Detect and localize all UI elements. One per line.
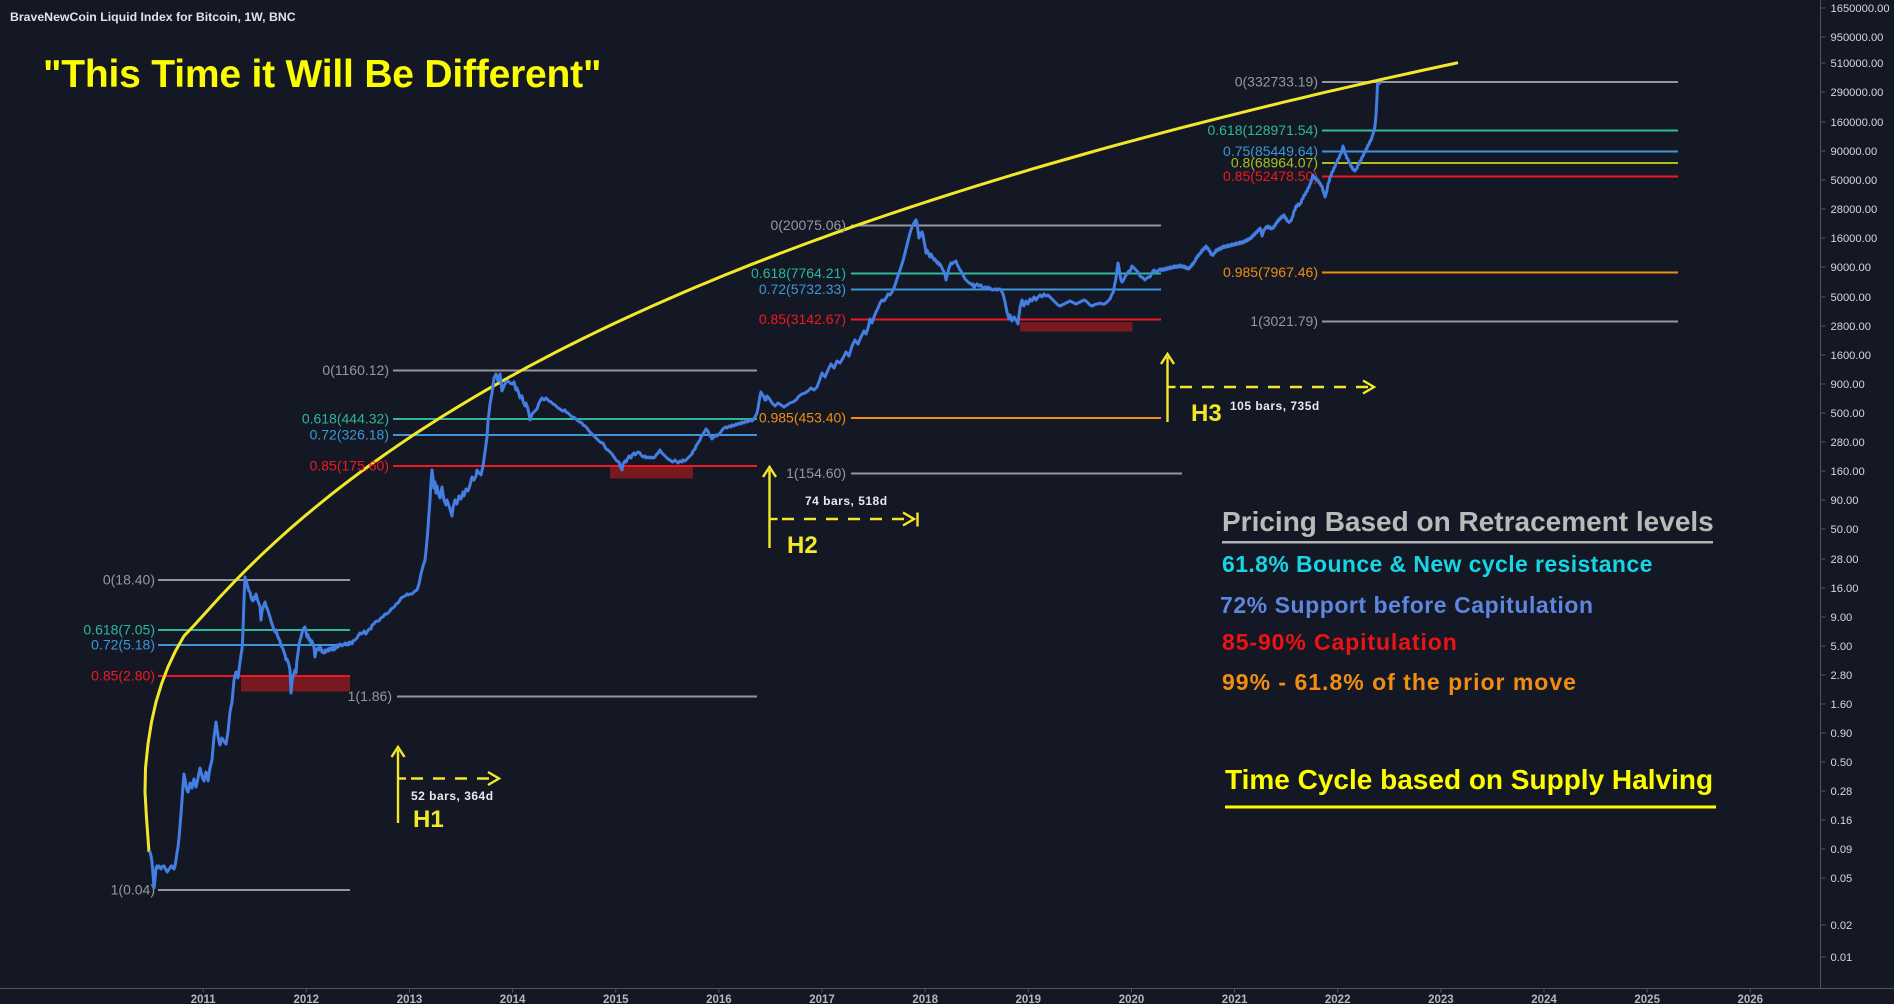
svg-text:105 bars, 735d: 105 bars, 735d xyxy=(1230,399,1320,413)
svg-text:Time Cycle based on Supply Hal: Time Cycle based on Supply Halving xyxy=(1225,764,1713,795)
svg-text:2018: 2018 xyxy=(912,994,938,1004)
svg-text:0(18.40): 0(18.40) xyxy=(103,572,155,588)
svg-text:280.00: 280.00 xyxy=(1831,437,1865,449)
svg-text:0.618(128971.54): 0.618(128971.54) xyxy=(1207,122,1318,138)
svg-text:0.8(68964.07): 0.8(68964.07) xyxy=(1231,155,1318,171)
svg-text:0(1160.12): 0(1160.12) xyxy=(322,362,389,378)
svg-text:0.618(7.05): 0.618(7.05) xyxy=(83,622,155,638)
svg-text:2024: 2024 xyxy=(1531,994,1557,1004)
svg-text:28.00: 28.00 xyxy=(1831,554,1859,566)
svg-text:1(1.86): 1(1.86) xyxy=(348,688,392,704)
svg-text:"This Time it Will Be Differen: "This Time it Will Be Different" xyxy=(43,53,601,96)
svg-text:0.01: 0.01 xyxy=(1831,952,1853,964)
svg-text:0.72(326.18): 0.72(326.18) xyxy=(310,427,389,443)
svg-text:2014: 2014 xyxy=(500,994,526,1004)
svg-text:2.80: 2.80 xyxy=(1831,670,1853,682)
svg-text:0.985(453.40): 0.985(453.40) xyxy=(759,410,846,426)
svg-text:9.00: 9.00 xyxy=(1831,612,1853,624)
svg-text:0.75(85449.64): 0.75(85449.64) xyxy=(1223,143,1318,159)
svg-text:2011: 2011 xyxy=(191,994,217,1004)
svg-text:2022: 2022 xyxy=(1325,994,1351,1004)
svg-text:2019: 2019 xyxy=(1016,994,1042,1004)
svg-text:BraveNewCoin Liquid Index for: BraveNewCoin Liquid Index for Bitcoin, 1… xyxy=(10,10,296,24)
svg-text:1650000.00: 1650000.00 xyxy=(1831,3,1890,15)
svg-text:1(0.04): 1(0.04) xyxy=(111,882,155,898)
svg-text:0.85(175.60): 0.85(175.60) xyxy=(310,458,389,474)
svg-text:2026: 2026 xyxy=(1738,994,1764,1004)
svg-text:510000.00: 510000.00 xyxy=(1831,58,1884,70)
svg-text:72% Support before Capitulatio: 72% Support before Capitulation xyxy=(1220,592,1594,618)
svg-text:0(20075.06): 0(20075.06) xyxy=(770,217,846,233)
svg-text:0.02: 0.02 xyxy=(1831,920,1853,932)
svg-text:950000.00: 950000.00 xyxy=(1831,32,1884,44)
svg-text:9000.00: 9000.00 xyxy=(1831,262,1871,274)
svg-text:5000.00: 5000.00 xyxy=(1831,292,1871,304)
svg-text:0.72(5732.33): 0.72(5732.33) xyxy=(759,281,846,297)
svg-text:99% - 61.8% of the prior move: 99% - 61.8% of the prior move xyxy=(1222,669,1577,695)
svg-text:0.985(7967.46): 0.985(7967.46) xyxy=(1223,264,1318,280)
svg-text:5.00: 5.00 xyxy=(1831,641,1853,653)
svg-text:0.72(5.18): 0.72(5.18) xyxy=(91,637,155,653)
svg-text:1(3021.79): 1(3021.79) xyxy=(1250,313,1318,329)
svg-text:74 bars, 518d: 74 bars, 518d xyxy=(805,494,888,508)
svg-text:160.00: 160.00 xyxy=(1831,466,1865,478)
svg-text:0.28: 0.28 xyxy=(1831,786,1853,798)
svg-text:90000.00: 90000.00 xyxy=(1831,146,1878,158)
svg-text:0.90: 0.90 xyxy=(1831,728,1853,740)
svg-text:Pricing Based on Retracement l: Pricing Based on Retracement levels xyxy=(1222,506,1714,537)
svg-text:2015: 2015 xyxy=(603,994,629,1004)
svg-text:2023: 2023 xyxy=(1428,994,1454,1004)
svg-text:1.60: 1.60 xyxy=(1831,699,1853,711)
svg-text:50000.00: 50000.00 xyxy=(1831,175,1878,187)
svg-text:H3: H3 xyxy=(1191,400,1222,427)
svg-text:500.00: 500.00 xyxy=(1831,408,1865,420)
svg-text:900.00: 900.00 xyxy=(1831,379,1865,391)
svg-text:0(332733.19): 0(332733.19) xyxy=(1235,74,1318,90)
svg-text:0.50: 0.50 xyxy=(1831,757,1853,769)
svg-text:85-90% Capitulation: 85-90% Capitulation xyxy=(1222,629,1458,655)
svg-text:0.618(7764.21): 0.618(7764.21) xyxy=(751,265,846,281)
svg-text:2012: 2012 xyxy=(294,994,320,1004)
svg-text:2800.00: 2800.00 xyxy=(1831,321,1871,333)
svg-text:0.85(2.80): 0.85(2.80) xyxy=(91,668,155,684)
svg-text:2016: 2016 xyxy=(706,994,732,1004)
svg-text:0.16: 0.16 xyxy=(1831,815,1853,827)
svg-text:1600.00: 1600.00 xyxy=(1831,350,1871,362)
svg-text:28000.00: 28000.00 xyxy=(1831,204,1878,216)
svg-text:2021: 2021 xyxy=(1222,994,1248,1004)
svg-text:H2: H2 xyxy=(787,532,818,559)
svg-text:0.09: 0.09 xyxy=(1831,844,1853,856)
svg-text:2025: 2025 xyxy=(1634,994,1660,1004)
svg-text:16000.00: 16000.00 xyxy=(1831,233,1878,245)
svg-text:0.05: 0.05 xyxy=(1831,873,1853,885)
svg-text:0.85(3142.67): 0.85(3142.67) xyxy=(759,311,846,327)
svg-text:52 bars, 364d: 52 bars, 364d xyxy=(411,789,494,803)
svg-text:0.618(444.32): 0.618(444.32) xyxy=(302,411,389,427)
svg-text:1(154.60): 1(154.60) xyxy=(786,465,846,481)
svg-text:61.8% Bounce & New cycle resis: 61.8% Bounce & New cycle resistance xyxy=(1222,551,1653,577)
svg-text:2017: 2017 xyxy=(809,994,835,1004)
svg-text:2013: 2013 xyxy=(397,994,423,1004)
svg-text:0.85(52478.50): 0.85(52478.50) xyxy=(1223,168,1318,184)
svg-text:2020: 2020 xyxy=(1119,994,1145,1004)
svg-text:290000.00: 290000.00 xyxy=(1831,87,1884,99)
svg-text:160000.00: 160000.00 xyxy=(1831,117,1884,129)
svg-text:50.00: 50.00 xyxy=(1831,524,1859,536)
svg-text:16.00: 16.00 xyxy=(1831,583,1859,595)
svg-text:90.00: 90.00 xyxy=(1831,495,1859,507)
svg-text:H1: H1 xyxy=(413,806,444,833)
